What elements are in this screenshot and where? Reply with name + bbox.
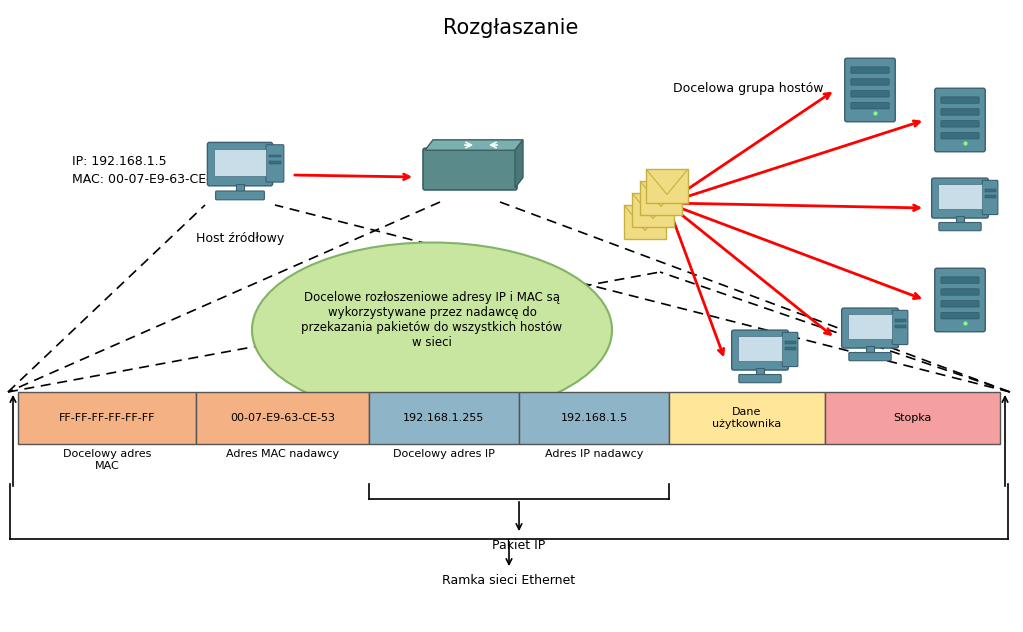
Bar [756,368,764,375]
Text: MAC: 00-07-E9-63-CE-53: MAC: 00-07-E9-63-CE-53 [72,173,226,186]
Text: 192.168.1.5: 192.168.1.5 [561,413,628,423]
FancyBboxPatch shape [982,180,997,215]
Bar [957,216,964,224]
FancyBboxPatch shape [731,330,789,370]
FancyBboxPatch shape [941,109,979,115]
Bar [669,392,825,444]
Text: Stopka: Stopka [893,413,932,423]
Polygon shape [425,140,523,150]
FancyBboxPatch shape [851,79,889,85]
Bar [269,155,281,157]
Text: Adres MAC nadawcy: Adres MAC nadawcy [226,449,339,459]
Bar [18,392,196,444]
Text: Docelowy adres IP: Docelowy adres IP [393,449,495,459]
FancyBboxPatch shape [640,181,682,215]
Text: Rozgłaszanie: Rozgłaszanie [443,18,579,38]
Text: IP: 192.168.1.5: IP: 192.168.1.5 [72,155,167,168]
Bar [825,392,999,444]
FancyBboxPatch shape [845,58,895,122]
Text: Adres IP nadawcy: Adres IP nadawcy [545,449,643,459]
Bar [269,161,281,164]
Text: 00-07-E9-63-CE-53: 00-07-E9-63-CE-53 [230,413,336,423]
Ellipse shape [252,243,612,418]
FancyBboxPatch shape [935,88,985,152]
FancyBboxPatch shape [783,332,798,367]
FancyBboxPatch shape [941,97,979,103]
FancyBboxPatch shape [738,336,782,362]
FancyBboxPatch shape [941,277,979,283]
FancyBboxPatch shape [266,145,283,182]
Bar [866,346,874,353]
Bar [984,195,995,198]
FancyBboxPatch shape [892,310,907,344]
Text: Host źródłowy: Host źródłowy [195,232,284,245]
Bar [895,325,905,328]
FancyBboxPatch shape [939,222,981,231]
FancyBboxPatch shape [932,178,988,218]
Bar [368,392,519,444]
Bar [895,319,905,322]
Text: Ramka sieci Ethernet: Ramka sieci Ethernet [442,574,576,587]
FancyBboxPatch shape [851,67,889,73]
Text: Dane
użytkownika: Dane użytkownika [712,407,782,428]
FancyBboxPatch shape [624,205,666,239]
Bar [235,184,244,192]
Text: Docelowa grupa hostów: Docelowa grupa hostów [673,82,824,95]
FancyBboxPatch shape [422,149,517,190]
Bar [196,392,368,444]
FancyBboxPatch shape [941,301,979,307]
Text: Pakiet IP: Pakiet IP [492,539,545,552]
FancyBboxPatch shape [938,185,982,209]
Bar [785,347,796,349]
Bar [785,341,796,344]
Bar [984,190,995,192]
FancyBboxPatch shape [935,268,985,332]
FancyBboxPatch shape [941,133,979,139]
FancyBboxPatch shape [842,308,898,348]
FancyBboxPatch shape [941,121,979,127]
Text: FF-FF-FF-FF-FF-FF: FF-FF-FF-FF-FF-FF [59,413,155,423]
FancyBboxPatch shape [849,353,891,361]
Text: Docelowe rozłoszeniowe adresy IP i MAC są
wykorzystywane przez nadawcę do
przeka: Docelowe rozłoszeniowe adresy IP i MAC s… [302,291,563,349]
FancyBboxPatch shape [941,289,979,295]
Polygon shape [515,140,523,188]
FancyBboxPatch shape [851,102,889,109]
Text: 192.168.1.255: 192.168.1.255 [403,413,485,423]
Text: Docelowy adres
MAC: Docelowy adres MAC [63,449,151,471]
FancyBboxPatch shape [941,313,979,319]
FancyBboxPatch shape [208,142,272,186]
FancyBboxPatch shape [851,90,889,97]
FancyBboxPatch shape [632,193,674,227]
FancyBboxPatch shape [646,169,688,203]
FancyBboxPatch shape [216,191,264,200]
FancyBboxPatch shape [739,375,782,383]
FancyBboxPatch shape [215,149,266,176]
Bar [519,392,669,444]
FancyBboxPatch shape [848,315,892,339]
